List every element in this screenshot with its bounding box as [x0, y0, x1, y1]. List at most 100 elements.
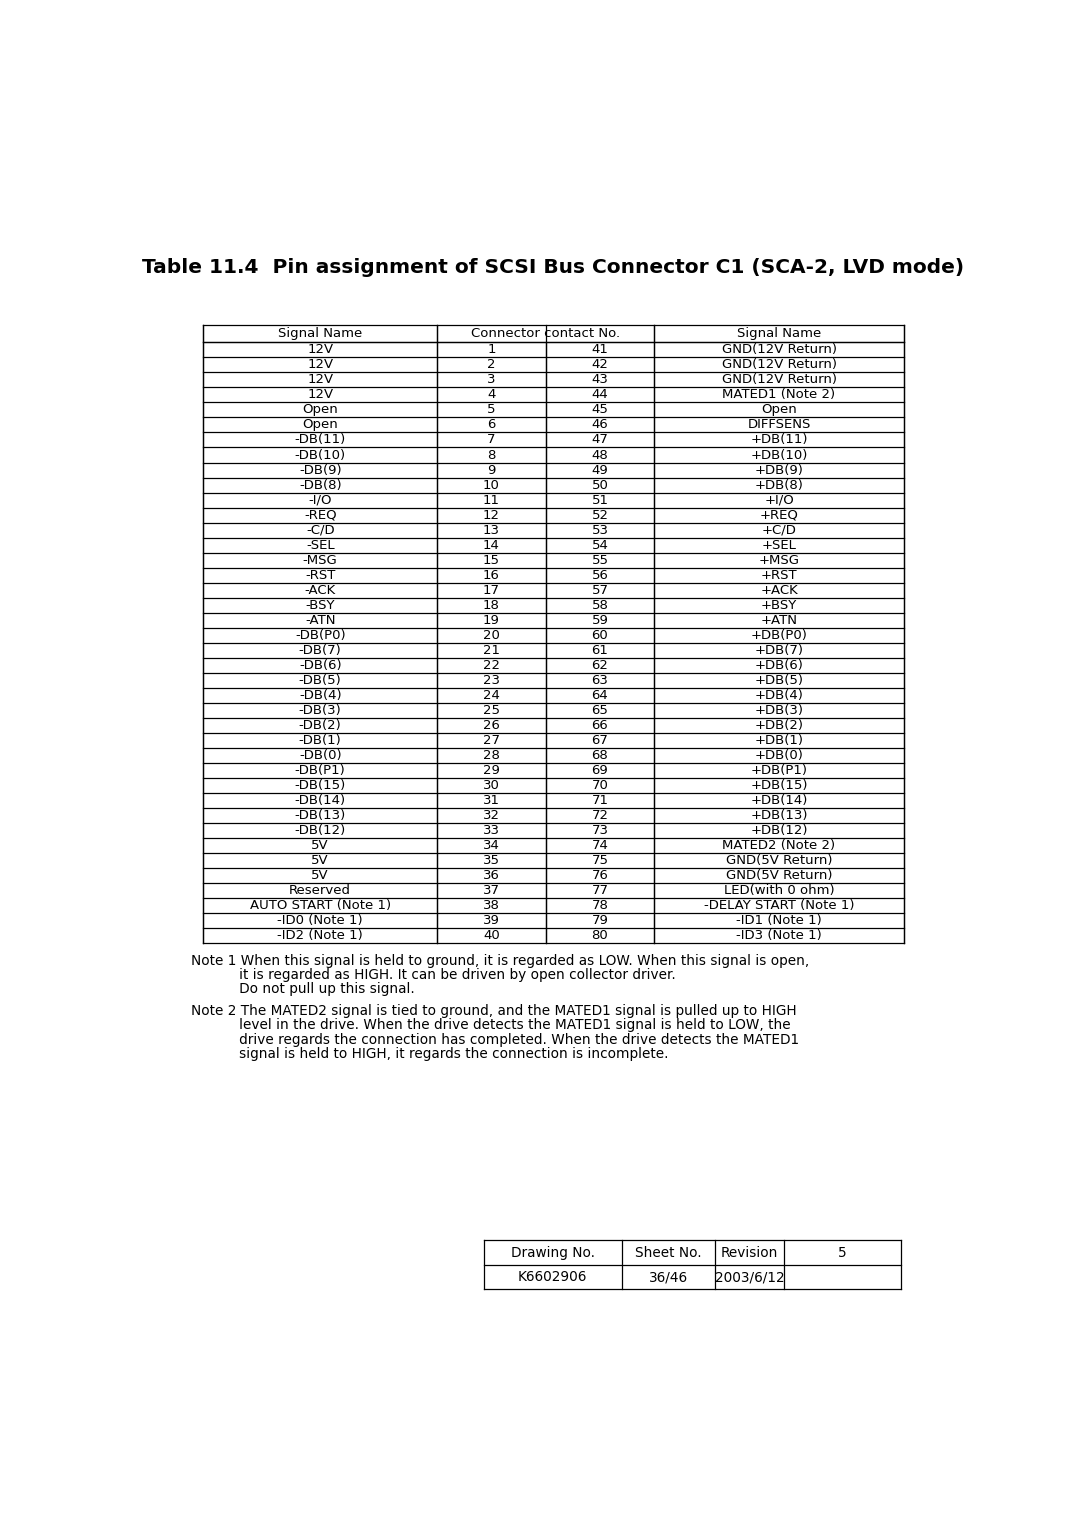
Text: -ID1 (Note 1): -ID1 (Note 1) [737, 913, 822, 927]
Text: +DB(13): +DB(13) [751, 808, 808, 822]
Text: 5: 5 [838, 1246, 847, 1260]
Text: 4: 4 [487, 389, 496, 401]
Text: Revision: Revision [720, 1246, 779, 1260]
Text: +DB(4): +DB(4) [755, 689, 804, 702]
Text: +DB(0): +DB(0) [755, 749, 804, 762]
Text: -DB(2): -DB(2) [299, 718, 341, 732]
Text: 56: 56 [592, 569, 608, 581]
Text: +RST: +RST [760, 569, 797, 581]
Text: 72: 72 [592, 808, 608, 822]
Text: 40: 40 [483, 929, 500, 942]
Text: -DELAY START (Note 1): -DELAY START (Note 1) [704, 898, 854, 912]
Text: -DB(13): -DB(13) [295, 808, 346, 822]
Text: +DB(2): +DB(2) [755, 718, 804, 732]
Text: 63: 63 [592, 674, 608, 686]
Text: 21: 21 [483, 644, 500, 657]
Text: -I/O: -I/O [309, 494, 332, 506]
Text: +C/D: +C/D [761, 523, 796, 537]
Text: 60: 60 [592, 628, 608, 642]
Text: AUTO START (Note 1): AUTO START (Note 1) [249, 898, 391, 912]
Text: Note 2 The MATED2 signal is tied to ground, and the MATED1 signal is pulled up t: Note 2 The MATED2 signal is tied to grou… [191, 1003, 796, 1019]
Text: signal is held to HIGH, it regards the connection is incomplete.: signal is held to HIGH, it regards the c… [191, 1048, 669, 1061]
Text: Reserved: Reserved [289, 884, 351, 897]
Text: 12V: 12V [307, 358, 334, 372]
Text: DIFFSENS: DIFFSENS [747, 418, 811, 432]
Text: 47: 47 [592, 433, 608, 447]
Text: 75: 75 [592, 854, 608, 866]
Text: Table 11.4  Pin assignment of SCSI Bus Connector C1 (SCA-2, LVD mode): Table 11.4 Pin assignment of SCSI Bus Co… [143, 258, 964, 278]
Text: +I/O: +I/O [765, 494, 794, 506]
Text: -DB(P1): -DB(P1) [295, 764, 346, 776]
Text: 31: 31 [483, 795, 500, 807]
Text: -DB(15): -DB(15) [295, 779, 346, 791]
Text: K6602906: K6602906 [518, 1270, 588, 1284]
Text: 46: 46 [592, 418, 608, 432]
Text: 37: 37 [483, 884, 500, 897]
Text: 52: 52 [592, 508, 608, 522]
Text: 78: 78 [592, 898, 608, 912]
Text: 5V: 5V [311, 854, 329, 866]
Text: -DB(12): -DB(12) [295, 824, 346, 837]
Text: 25: 25 [483, 703, 500, 717]
Text: 35: 35 [483, 854, 500, 866]
Text: -RST: -RST [305, 569, 336, 581]
Text: 70: 70 [592, 779, 608, 791]
Text: -DB(11): -DB(11) [295, 433, 346, 447]
Text: 13: 13 [483, 523, 500, 537]
Text: -ACK: -ACK [305, 584, 336, 596]
Text: +DB(P1): +DB(P1) [751, 764, 808, 776]
Text: 9: 9 [487, 464, 496, 476]
Text: -DB(9): -DB(9) [299, 464, 341, 476]
Text: 24: 24 [483, 689, 500, 702]
Text: -DB(7): -DB(7) [299, 644, 341, 657]
Text: 33: 33 [483, 824, 500, 837]
Text: +ATN: +ATN [760, 613, 797, 627]
Text: 69: 69 [592, 764, 608, 776]
Text: 50: 50 [592, 479, 608, 491]
Text: GND(12V Return): GND(12V Return) [721, 358, 837, 372]
Text: +DB(14): +DB(14) [751, 795, 808, 807]
Text: 67: 67 [592, 734, 608, 747]
Text: -ID2 (Note 1): -ID2 (Note 1) [278, 929, 363, 942]
Text: 58: 58 [592, 599, 608, 612]
Text: +DB(P0): +DB(P0) [751, 628, 808, 642]
Text: Open: Open [761, 404, 797, 416]
Text: 34: 34 [483, 839, 500, 852]
Text: 39: 39 [483, 913, 500, 927]
Text: -BSY: -BSY [306, 599, 335, 612]
Text: 48: 48 [592, 448, 608, 462]
Text: Connector contact No.: Connector contact No. [471, 328, 620, 340]
Text: 41: 41 [592, 343, 608, 357]
Text: +DB(7): +DB(7) [755, 644, 804, 657]
Text: 5V: 5V [311, 869, 329, 881]
Text: 44: 44 [592, 389, 608, 401]
Text: Note 1 When this signal is held to ground, it is regarded as LOW. When this sign: Note 1 When this signal is held to groun… [191, 953, 809, 968]
Text: 8: 8 [487, 448, 496, 462]
Text: -REQ: -REQ [303, 508, 337, 522]
Text: +DB(8): +DB(8) [755, 479, 804, 491]
Text: drive regards the connection has completed. When the drive detects the MATED1: drive regards the connection has complet… [191, 1032, 799, 1046]
Text: it is regarded as HIGH. It can be driven by open collector driver.: it is regarded as HIGH. It can be driven… [191, 968, 676, 982]
Text: +DB(9): +DB(9) [755, 464, 804, 476]
Text: level in the drive. When the drive detects the MATED1 signal is held to LOW, the: level in the drive. When the drive detec… [191, 1019, 791, 1032]
Text: -DB(8): -DB(8) [299, 479, 341, 491]
Text: 1: 1 [487, 343, 496, 357]
Text: -DB(10): -DB(10) [295, 448, 346, 462]
Text: 2: 2 [487, 358, 496, 372]
Text: 29: 29 [483, 764, 500, 776]
Text: GND(5V Return): GND(5V Return) [726, 869, 833, 881]
Text: -ID0 (Note 1): -ID0 (Note 1) [278, 913, 363, 927]
Text: 43: 43 [592, 374, 608, 386]
Text: 7: 7 [487, 433, 496, 447]
Text: 42: 42 [592, 358, 608, 372]
Text: Sheet No.: Sheet No. [635, 1246, 702, 1260]
Text: 53: 53 [592, 523, 608, 537]
Text: GND(12V Return): GND(12V Return) [721, 374, 837, 386]
Text: 16: 16 [483, 569, 500, 581]
Text: 36: 36 [483, 869, 500, 881]
Text: 14: 14 [483, 538, 500, 552]
Text: 49: 49 [592, 464, 608, 476]
Text: +DB(15): +DB(15) [751, 779, 808, 791]
Text: +BSY: +BSY [761, 599, 797, 612]
Text: 51: 51 [592, 494, 608, 506]
